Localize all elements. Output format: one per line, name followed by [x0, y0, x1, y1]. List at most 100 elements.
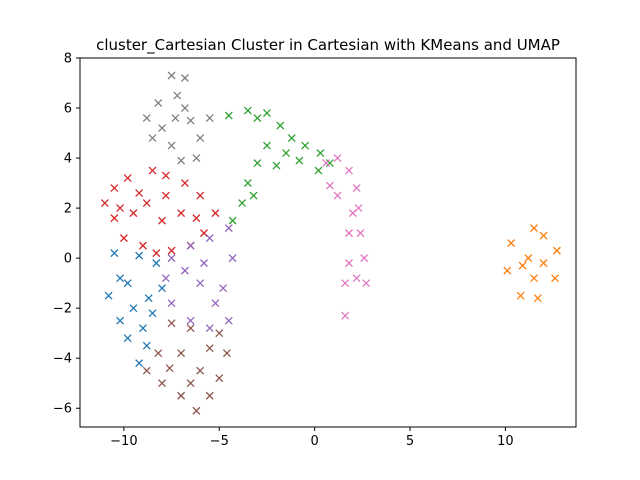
scatter-point-s4-12: [211, 299, 220, 308]
scatter-point-s5-2: [215, 329, 224, 338]
scatter-point-s5-13: [186, 379, 195, 388]
scatter-point-s2-10: [282, 149, 290, 158]
scatter-point-s5-3: [222, 349, 231, 358]
scatter-point-s4-11: [196, 279, 205, 288]
scatter-point-s5-6: [192, 406, 201, 415]
scatter-point-s3-16: [129, 209, 138, 218]
scatter-point-s2-11: [301, 141, 310, 150]
scatter-point-s3-20: [192, 214, 201, 223]
scatter-point-s0-13: [116, 274, 125, 283]
scatter-point-s2-15: [295, 156, 304, 165]
chart-title: cluster_Cartesian Cluster in Cartesian w…: [96, 36, 560, 55]
scatter-point-s5-11: [177, 349, 186, 358]
scatter-point-s2-14: [314, 166, 323, 175]
scatter-point-s6-14: [325, 181, 334, 190]
y-tick-label: 4: [64, 152, 72, 167]
scatter-point-s6-0: [322, 159, 331, 168]
scatter-point-s3-3: [135, 189, 144, 198]
scatter-point-s3-14: [119, 234, 128, 243]
scatter-point-s0-10: [123, 279, 132, 288]
scatter-point-s6-2: [345, 166, 353, 175]
scatter-point-s2-0: [224, 111, 233, 120]
scatter-point-s4-7: [205, 324, 214, 333]
scatter-point-s3-1: [110, 184, 119, 193]
scatter-point-s3-2: [123, 174, 132, 183]
scatter-point-s4-13: [180, 266, 189, 275]
scatter-point-s2-1: [243, 106, 252, 115]
scatter-point-s1-0: [530, 224, 538, 233]
scatter-point-s7-8: [192, 154, 201, 163]
scatter-point-s5-0: [167, 319, 176, 328]
scatter-point-s6-11: [341, 311, 350, 320]
scatter-point-s0-11: [129, 304, 138, 313]
scatter-point-s0-3: [123, 334, 132, 343]
scatter-point-s2-6: [253, 159, 262, 168]
scatter-point-s3-7: [196, 191, 205, 200]
scatter-point-s3-18: [177, 209, 186, 218]
scatter-point-s0-4: [135, 359, 144, 368]
scatter-point-s2-18: [253, 114, 262, 123]
scatter-point-s2-3: [276, 121, 285, 130]
scatter-point-s6-13: [333, 191, 342, 200]
scatter-point-s3-4: [148, 166, 157, 175]
scatter-point-s6-10: [341, 279, 350, 288]
scatter-point-s0-12: [138, 324, 147, 333]
x-tick-label: 10: [497, 434, 514, 449]
scatter-point-s7-6: [167, 141, 176, 150]
scatter-point-s5-5: [205, 391, 214, 400]
scatter-point-s5-4: [215, 374, 224, 383]
y-tick-label: −6: [53, 402, 72, 417]
scatter-point-s0-1: [104, 291, 113, 300]
scatter-point-s3-11: [167, 246, 176, 255]
scatter-point-s0-7: [158, 284, 166, 293]
scatter-point-s3-6: [180, 179, 189, 188]
scatter-point-s5-12: [196, 366, 205, 375]
scatter-point-s6-3: [352, 184, 361, 193]
scatter-point-s3-13: [138, 241, 147, 250]
scatter-point-s7-12: [180, 104, 189, 112]
scatter-point-s1-3: [516, 291, 525, 300]
scatter-point-s2-12: [316, 149, 325, 158]
scatter-point-s1-10: [518, 261, 527, 270]
y-tick-label: −4: [53, 352, 72, 367]
plot-frame: [79, 57, 577, 428]
scatter-point-s1-6: [552, 246, 561, 255]
scatter-point-s1-2: [503, 266, 512, 275]
scatter-point-s7-0: [167, 71, 176, 80]
scatter-point-s4-6: [224, 316, 233, 325]
scatter-point-s6-8: [352, 274, 361, 283]
scatter-point-s7-7: [177, 156, 186, 165]
scatter-point-s3-8: [211, 209, 220, 218]
scatter-points: [100, 71, 561, 415]
scatter-point-s2-7: [243, 179, 252, 188]
scatter-point-s6-12: [345, 229, 353, 238]
scatter-point-s4-8: [186, 316, 195, 325]
scatter-point-s2-4: [287, 134, 296, 143]
scatter-point-s4-0: [167, 254, 176, 263]
x-tick-label: 5: [406, 434, 414, 449]
scatter-point-s1-1: [507, 239, 516, 248]
scatter-point-s0-0: [110, 249, 119, 258]
scatter-point-s6-15: [348, 209, 357, 218]
scatter-point-s3-21: [161, 191, 170, 200]
scatter-point-s2-17: [249, 191, 258, 200]
scatter-point-s0-9: [135, 251, 144, 260]
scatter-point-s3-17: [158, 216, 166, 225]
scatter-point-s3-15: [110, 214, 119, 223]
scatter-point-s6-1: [333, 154, 342, 163]
x-tick-label: −10: [110, 434, 137, 449]
scatter-point-s1-9: [530, 274, 538, 283]
scatter-point-s1-5: [551, 274, 559, 283]
scatter-point-s3-19: [142, 199, 151, 208]
y-tick-label: 8: [64, 52, 72, 67]
scatter-point-s3-12: [152, 249, 161, 258]
y-axis: −6 −4 −2 0 2 4 6 8: [53, 52, 80, 417]
scatter-point-s4-2: [205, 234, 214, 243]
scatter-point-s0-6: [148, 309, 157, 318]
scatter-point-s1-7: [539, 231, 548, 240]
scatter-point-s3-5: [161, 171, 170, 180]
scatter-point-s3-22: [116, 204, 125, 213]
scatter-point-s6-9: [345, 259, 353, 268]
scatter-point-s7-2: [173, 91, 182, 100]
y-tick-label: −2: [53, 302, 72, 317]
